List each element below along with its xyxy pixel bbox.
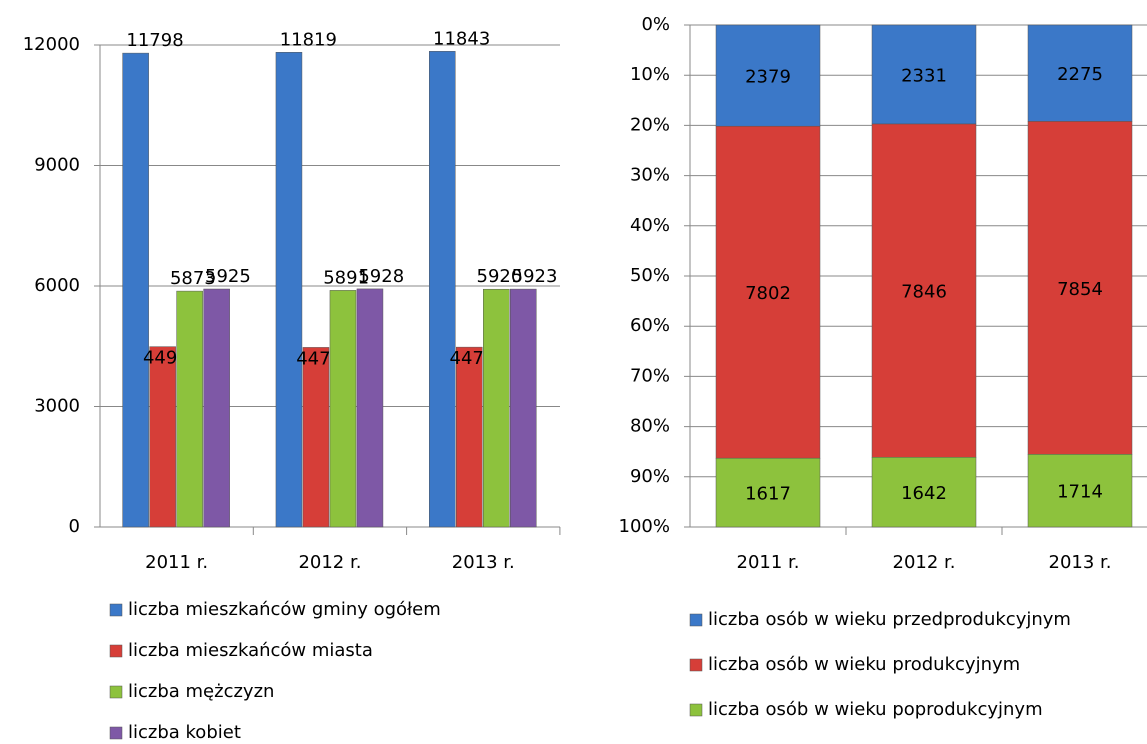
bar bbox=[329, 290, 357, 528]
data-label: 1617 bbox=[745, 484, 791, 505]
bar bbox=[483, 288, 510, 528]
data-label: 5928 bbox=[358, 266, 404, 287]
y-tick-label: 0% bbox=[641, 14, 670, 35]
legend-swatch bbox=[109, 644, 123, 658]
y-tick-label: 12000 bbox=[23, 34, 80, 55]
y-tick-label: 40% bbox=[630, 215, 670, 236]
y-tick-label: 20% bbox=[630, 114, 670, 135]
legend-label: liczba osób w wieku produkcyjnym bbox=[708, 654, 1020, 675]
bar-segment bbox=[715, 24, 821, 127]
bar-segment bbox=[1027, 24, 1133, 122]
bar-segment bbox=[715, 457, 821, 528]
y-tick-label: 30% bbox=[630, 165, 670, 186]
data-label: 2331 bbox=[901, 66, 947, 87]
bar bbox=[302, 347, 330, 528]
legend-label: liczba mężczyzn bbox=[128, 681, 274, 702]
legend-swatch bbox=[689, 658, 703, 672]
bar-segment bbox=[871, 123, 977, 458]
data-label: 5923 bbox=[512, 266, 558, 287]
data-label: 7854 bbox=[1057, 279, 1103, 300]
bar bbox=[429, 51, 456, 528]
data-label: 2379 bbox=[745, 67, 791, 88]
data-label: 2275 bbox=[1057, 64, 1103, 85]
bar-segment bbox=[1027, 121, 1133, 455]
y-tick-label: 6000 bbox=[34, 275, 80, 296]
data-label: 5873 bbox=[170, 268, 216, 289]
legend-label: liczba osób w wieku poprodukcyjnym bbox=[708, 699, 1043, 720]
x-tick-label: 2011 r. bbox=[145, 552, 208, 573]
data-label: 5925 bbox=[205, 266, 251, 287]
legend-label: liczba osób w wieku przedprodukcyjnym bbox=[708, 609, 1071, 630]
data-label: 5891 bbox=[323, 267, 369, 288]
y-tick-label: 3000 bbox=[34, 396, 80, 417]
data-label: 1714 bbox=[1057, 482, 1103, 503]
data-label: 7802 bbox=[745, 283, 791, 304]
data-label: 7846 bbox=[901, 282, 947, 303]
x-tick-label: 2012 r. bbox=[893, 552, 956, 573]
bar bbox=[275, 52, 303, 528]
bar bbox=[356, 288, 384, 528]
y-tick-label: 9000 bbox=[34, 155, 80, 176]
y-tick-label: 60% bbox=[630, 315, 670, 336]
y-tick-label: 80% bbox=[630, 416, 670, 437]
bar-segment bbox=[871, 24, 977, 125]
bar bbox=[149, 346, 176, 528]
data-label: 11843 bbox=[433, 28, 490, 49]
x-tick-label: 2013 r. bbox=[452, 552, 515, 573]
bar bbox=[203, 288, 230, 528]
x-tick-label: 2012 r. bbox=[298, 552, 361, 573]
bar bbox=[510, 288, 537, 528]
data-label: 11798 bbox=[126, 30, 183, 51]
legend-swatch bbox=[109, 685, 123, 699]
data-label: 1642 bbox=[901, 483, 947, 504]
bar-segment bbox=[715, 125, 821, 459]
bar bbox=[456, 346, 483, 528]
bar bbox=[122, 52, 149, 528]
legend-swatch bbox=[109, 726, 123, 740]
y-tick-label: 10% bbox=[630, 64, 670, 85]
y-tick-label: 100% bbox=[619, 516, 670, 537]
data-label: 11819 bbox=[280, 29, 337, 50]
y-tick-label: 90% bbox=[630, 466, 670, 487]
y-tick-label: 0 bbox=[69, 516, 80, 537]
bar-segment bbox=[1027, 454, 1133, 528]
bar-segment bbox=[871, 457, 977, 528]
data-label: 5920 bbox=[477, 266, 523, 287]
y-tick-label: 50% bbox=[630, 265, 670, 286]
x-tick-label: 2011 r. bbox=[737, 552, 800, 573]
legend-swatch bbox=[689, 613, 703, 627]
bar bbox=[176, 290, 203, 528]
legend-label: liczba kobiet bbox=[128, 722, 241, 740]
y-tick-label: 70% bbox=[630, 365, 670, 386]
legend-label: liczba mieszkańców gminy ogółem bbox=[128, 599, 441, 620]
legend-swatch bbox=[109, 603, 123, 617]
legend-label: liczba mieszkańców miasta bbox=[128, 640, 373, 661]
x-tick-label: 2013 r. bbox=[1049, 552, 1112, 573]
legend-swatch bbox=[689, 703, 703, 717]
